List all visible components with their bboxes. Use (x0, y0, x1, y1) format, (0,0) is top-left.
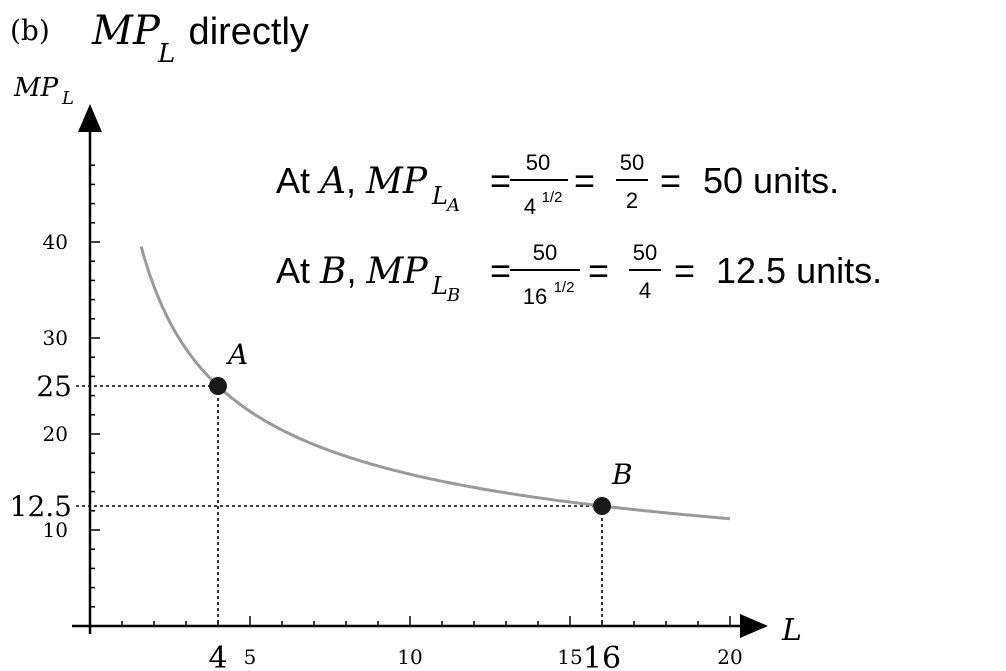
x-axis-arrow-icon (740, 614, 768, 638)
mpl-curve (139, 246, 731, 521)
equation-b: At B, MP L B = 50 16 1/2 = 50 4 = 12.5 u… (276, 240, 882, 309)
eq-a-den1-base: 4 (524, 194, 536, 219)
point-y-value-label: 25 (36, 370, 72, 403)
point-label-b: B (611, 458, 633, 491)
eq-a-num1: 50 (526, 150, 550, 175)
svg-text:=: = (574, 160, 595, 201)
eq-b-mp: MP (366, 251, 429, 292)
svg-text:=: = (490, 250, 511, 291)
eq-a-prefix: At (276, 160, 320, 201)
panel-label: (b) (10, 14, 50, 47)
eq-a-den2: 2 (626, 188, 638, 213)
title-mp: MP (91, 8, 161, 54)
svg-text:At A, MP: At A, MP (276, 160, 428, 202)
x-tick-label: 5 (244, 645, 257, 669)
point-label-a: A (225, 338, 248, 371)
eq-b-mp-sub: L (431, 272, 448, 300)
points: AB (209, 338, 633, 515)
y-axis-label: MP (13, 73, 59, 103)
title-rest: directly (178, 11, 309, 53)
point-x-value-label: 16 (583, 641, 621, 671)
x-tick-label: 20 (717, 645, 742, 669)
eq-a-sep: , (346, 160, 366, 201)
svg-text:=: = (490, 160, 511, 201)
eq-b-sep: , (346, 250, 366, 291)
eq-b-num2: 50 (633, 240, 657, 265)
y-tick-label: 30 (43, 326, 68, 350)
eq-a-mp-sub: L (431, 182, 448, 210)
ticks (90, 164, 731, 626)
y-axis-arrow-icon (78, 104, 102, 132)
eq-b-point: B (319, 251, 346, 292)
x-axis-label: L (781, 613, 802, 648)
eq-b-mp-subsub: B (446, 285, 460, 306)
svg-text:=: = (674, 250, 695, 291)
eq-b-prefix: At (276, 250, 320, 291)
svg-text:=: = (660, 160, 681, 201)
eq-a-mp: MP (365, 161, 428, 202)
x-tick-label: 15 (557, 645, 582, 669)
point-y-value-label: 12.5 (10, 490, 72, 523)
y-axis-label-sub: L (61, 88, 74, 109)
eq-a-mp-subsub: A (445, 195, 460, 216)
eq-b-den2: 4 (639, 278, 651, 303)
tick-labels: 10 20 30 40 5 10 15 20 (43, 230, 743, 669)
eq-a-point: A (317, 161, 346, 202)
y-tick-label: 10 (43, 518, 68, 542)
y-tick-label: 20 (43, 422, 68, 446)
svg-text:=: = (588, 250, 609, 291)
eq-a-num2: 50 (620, 150, 644, 175)
eq-b-num1: 50 (533, 240, 557, 265)
eq-b-den1-base: 16 (523, 284, 547, 309)
eq-a-result: 50 units. (703, 160, 839, 201)
y-tick-label: 40 (43, 230, 68, 254)
svg-text:At B, MP: At B, MP (276, 250, 428, 292)
eq-b-result: 12.5 units. (716, 250, 882, 291)
title-sub: L (157, 39, 175, 69)
x-tick-label: 10 (397, 645, 422, 669)
eq-b-den1-exp: 1/2 (554, 279, 575, 296)
eq-a-den1-exp: 1/2 (542, 189, 563, 206)
equation-a: At A, MP L A = 50 4 1/2 = 50 2 = 50 unit… (276, 150, 839, 219)
point-b (593, 497, 611, 515)
point-a (209, 377, 227, 395)
point-x-value-label: 4 (208, 641, 227, 671)
guide-lines: 25 4 12.5 16 (10, 370, 621, 671)
